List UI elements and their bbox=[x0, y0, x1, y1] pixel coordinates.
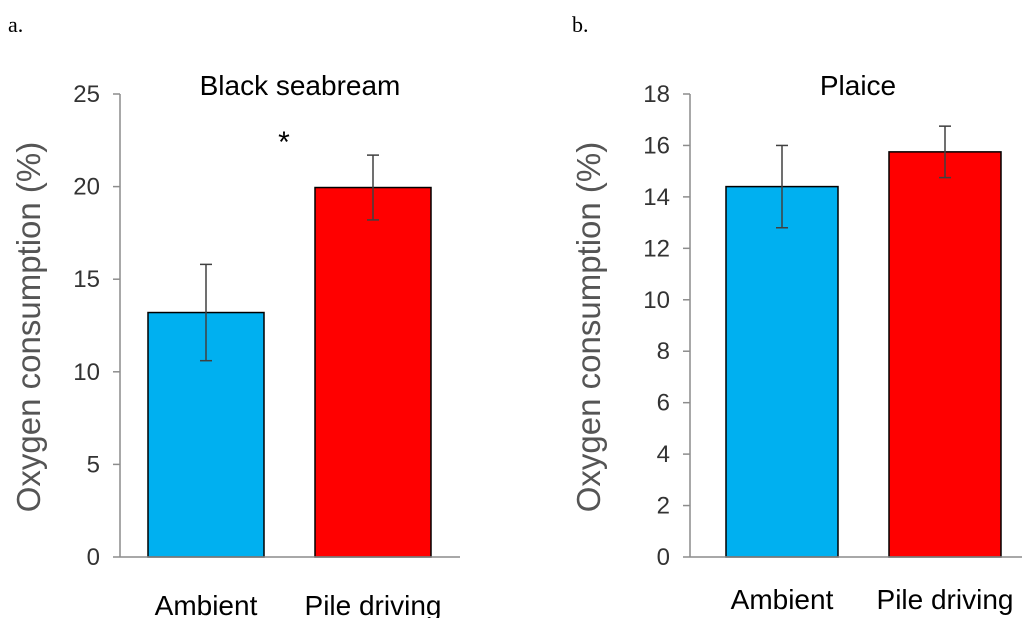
chart-b-y-tick-label: 18 bbox=[643, 81, 670, 108]
chart-b-y-tick-label: 16 bbox=[643, 132, 670, 159]
chart-a-y-tick-label: 20 bbox=[73, 174, 100, 201]
chart-a-bar-pile-driving bbox=[314, 186, 432, 558]
chart-b-y-tick-label: 14 bbox=[643, 184, 670, 211]
panel-a: a. Black seabream Oxygen consumption (%)… bbox=[8, 12, 460, 618]
chart-b-bar-ambient bbox=[725, 185, 839, 558]
chart-a-y-tick-label: 10 bbox=[73, 359, 100, 386]
chart-b-y-ticks: 0 2 4 6 8 10 12 14 16 18 bbox=[643, 81, 690, 571]
panel-b: b. Plaice Oxygen consumption (%) 0 2 4 6 8 10… bbox=[570, 12, 1022, 615]
chart-a-bars bbox=[147, 186, 432, 558]
chart-b-y-tick-label: 2 bbox=[657, 493, 670, 520]
chart-a-significance-marker: * bbox=[278, 126, 290, 159]
chart-b-bars bbox=[725, 151, 1002, 558]
chart-b-y-tick-label: 4 bbox=[657, 441, 670, 468]
panel-b-label: b. bbox=[572, 12, 589, 37]
chart-a-title: Black seabream bbox=[200, 70, 401, 101]
chart-b-error-bars bbox=[776, 125, 951, 229]
chart-a-y-tick-label: 0 bbox=[87, 544, 100, 571]
chart-a-error-bars bbox=[200, 154, 379, 362]
chart-b-y-tick-label: 12 bbox=[643, 235, 670, 262]
chart-a-y-axis-label: Oxygen consumption (%) bbox=[10, 142, 47, 513]
chart-a-y-tick-label: 25 bbox=[73, 81, 100, 108]
chart-b-bar-pile-driving bbox=[888, 151, 1002, 558]
chart-a-y-tick-label: 5 bbox=[87, 451, 100, 478]
chart-a-significance: * bbox=[278, 126, 290, 159]
chart-b-category-label: Pile driving bbox=[877, 584, 1014, 615]
chart-b-category-label: Ambient bbox=[731, 584, 834, 615]
chart-b-categories: Ambient Pile driving bbox=[731, 584, 1014, 615]
chart-b-y-tick-label: 6 bbox=[657, 390, 670, 417]
panel-a-label: a. bbox=[8, 12, 23, 37]
chart-b-y-tick-label: 0 bbox=[657, 544, 670, 571]
chart-a-category-label: Ambient bbox=[155, 590, 258, 618]
chart-b-title: Plaice bbox=[820, 70, 896, 101]
chart-a-category-label: Pile driving bbox=[305, 590, 442, 618]
chart-a-y-tick-label: 15 bbox=[73, 266, 100, 293]
chart-b-y-tick-label: 8 bbox=[657, 338, 670, 365]
chart-a-y-ticks: 0 5 10 15 20 25 bbox=[73, 81, 120, 571]
chart-b-y-tick-label: 10 bbox=[643, 287, 670, 314]
chart-b-y-axis-label: Oxygen consumption (%) bbox=[570, 142, 607, 513]
chart-a-categories: Ambient Pile driving bbox=[155, 590, 442, 618]
